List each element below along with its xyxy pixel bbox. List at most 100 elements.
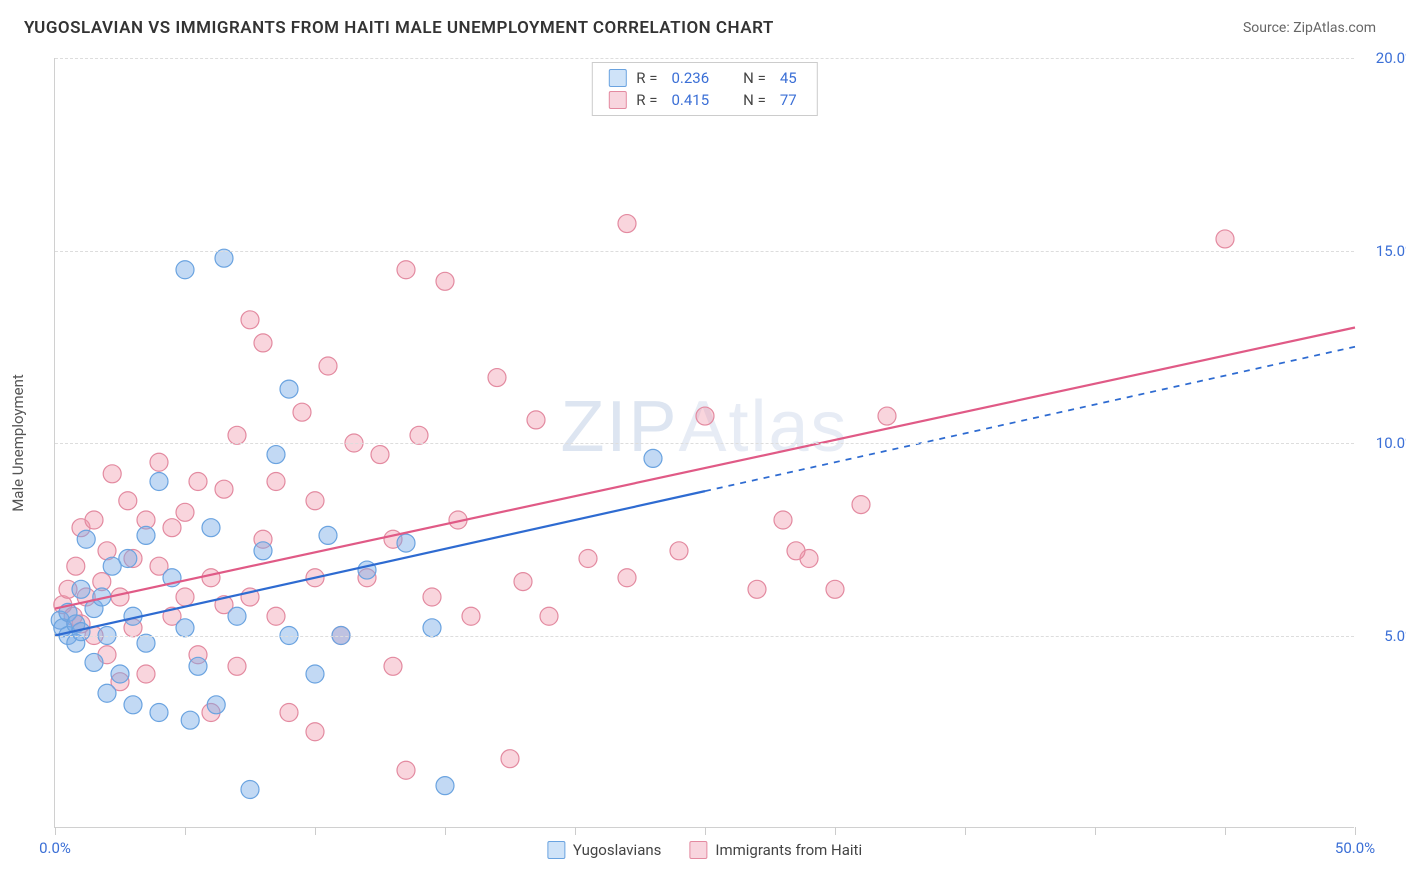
- scatter-point: [228, 657, 246, 675]
- scatter-point: [397, 761, 415, 779]
- scatter-point: [852, 496, 870, 514]
- correlation-row-2: R = 0.415 N = 77: [592, 89, 816, 111]
- x-tick: [1225, 827, 1226, 835]
- x-tick: [55, 827, 56, 835]
- scatter-point: [215, 480, 233, 498]
- n-label: N =: [743, 69, 766, 87]
- x-tick-label: 0.0%: [39, 839, 71, 857]
- x-tick: [315, 827, 316, 835]
- scatter-point: [176, 588, 194, 606]
- scatter-point: [207, 696, 225, 714]
- scatter-point: [696, 407, 714, 425]
- legend-swatch-2: [689, 841, 707, 859]
- x-tick: [445, 827, 446, 835]
- scatter-point: [540, 607, 558, 625]
- scatter-point: [462, 607, 480, 625]
- plot-area: ZIPAtlas R = 0.236 N = 45 R = 0.415 N = …: [54, 58, 1354, 828]
- gridline: [55, 251, 1354, 252]
- scatter-point: [228, 607, 246, 625]
- scatter-point: [228, 426, 246, 444]
- scatter-point: [397, 261, 415, 279]
- y-tick-label: 20.0%: [1376, 49, 1406, 67]
- r-value-1: 0.236: [671, 69, 709, 87]
- scatter-point: [774, 511, 792, 529]
- x-tick: [185, 827, 186, 835]
- r-label: R =: [636, 69, 657, 87]
- scatter-point: [436, 272, 454, 290]
- scatter-point: [241, 311, 259, 329]
- legend-swatch-1: [547, 841, 565, 859]
- scatter-point: [202, 569, 220, 587]
- scatter-point: [267, 446, 285, 464]
- scatter-point: [618, 215, 636, 233]
- scatter-point: [514, 573, 532, 591]
- scatter-point: [111, 665, 129, 683]
- scatter-point: [371, 446, 389, 464]
- swatch-series2: [608, 91, 626, 109]
- chart-container: Male Unemployment ZIPAtlas R = 0.236 N =…: [48, 58, 1378, 828]
- scatter-point: [670, 542, 688, 560]
- scatter-point: [423, 588, 441, 606]
- scatter-point: [579, 550, 597, 568]
- scatter-point: [488, 369, 506, 387]
- scatter-point: [306, 723, 324, 741]
- scatter-point: [436, 777, 454, 795]
- gridline: [55, 443, 1354, 444]
- scatter-point: [189, 657, 207, 675]
- scatter-point: [618, 569, 636, 587]
- regression-line: [55, 328, 1355, 609]
- scatter-point: [119, 492, 137, 510]
- source-attribution: Source: ZipAtlas.com: [1243, 20, 1376, 36]
- legend-item-1: Yugoslavians: [547, 841, 662, 859]
- x-tick: [835, 827, 836, 835]
- scatter-point: [119, 550, 137, 568]
- scatter-point: [163, 519, 181, 537]
- scatter-point: [150, 453, 168, 471]
- scatter-point: [215, 249, 233, 267]
- scatter-point: [176, 503, 194, 521]
- scatter-point: [137, 665, 155, 683]
- scatter-point: [306, 665, 324, 683]
- scatter-point: [85, 511, 103, 529]
- scatter-point: [787, 542, 805, 560]
- scatter-point: [137, 634, 155, 652]
- scatter-point: [267, 607, 285, 625]
- scatter-point: [254, 542, 272, 560]
- scatter-point: [748, 580, 766, 598]
- legend-item-2: Immigrants from Haiti: [689, 841, 862, 859]
- legend-label-1: Yugoslavians: [573, 841, 662, 859]
- scatter-point: [384, 657, 402, 675]
- scatter-point: [280, 380, 298, 398]
- regression-line-dashed: [705, 347, 1355, 491]
- correlation-row-1: R = 0.236 N = 45: [592, 67, 816, 89]
- scatter-point: [98, 684, 116, 702]
- scatter-point: [397, 534, 415, 552]
- x-tick: [1355, 827, 1356, 835]
- scatter-point: [111, 588, 129, 606]
- scatter-point: [241, 781, 259, 799]
- r-label: R =: [636, 91, 657, 109]
- scatter-point: [202, 519, 220, 537]
- scatter-point: [85, 653, 103, 671]
- correlation-legend: R = 0.236 N = 45 R = 0.415 N = 77: [591, 62, 817, 116]
- scatter-point: [189, 473, 207, 491]
- scatter-point: [280, 704, 298, 722]
- scatter-point: [501, 750, 519, 768]
- scatter-point: [150, 473, 168, 491]
- scatter-point: [137, 526, 155, 544]
- scatter-point: [423, 619, 441, 637]
- swatch-series1: [608, 69, 626, 87]
- chart-title: YUGOSLAVIAN VS IMMIGRANTS FROM HAITI MAL…: [24, 18, 774, 38]
- y-tick-label: 10.0%: [1376, 434, 1406, 452]
- scatter-point: [644, 449, 662, 467]
- scatter-point: [826, 580, 844, 598]
- x-tick: [575, 827, 576, 835]
- scatter-point: [77, 530, 95, 548]
- scatter-point: [319, 357, 337, 375]
- scatter-point: [410, 426, 428, 444]
- x-tick: [965, 827, 966, 835]
- series-legend: Yugoslavians Immigrants from Haiti: [547, 841, 862, 859]
- scatter-point: [176, 619, 194, 637]
- y-tick-label: 15.0%: [1376, 242, 1406, 260]
- scatter-point: [150, 704, 168, 722]
